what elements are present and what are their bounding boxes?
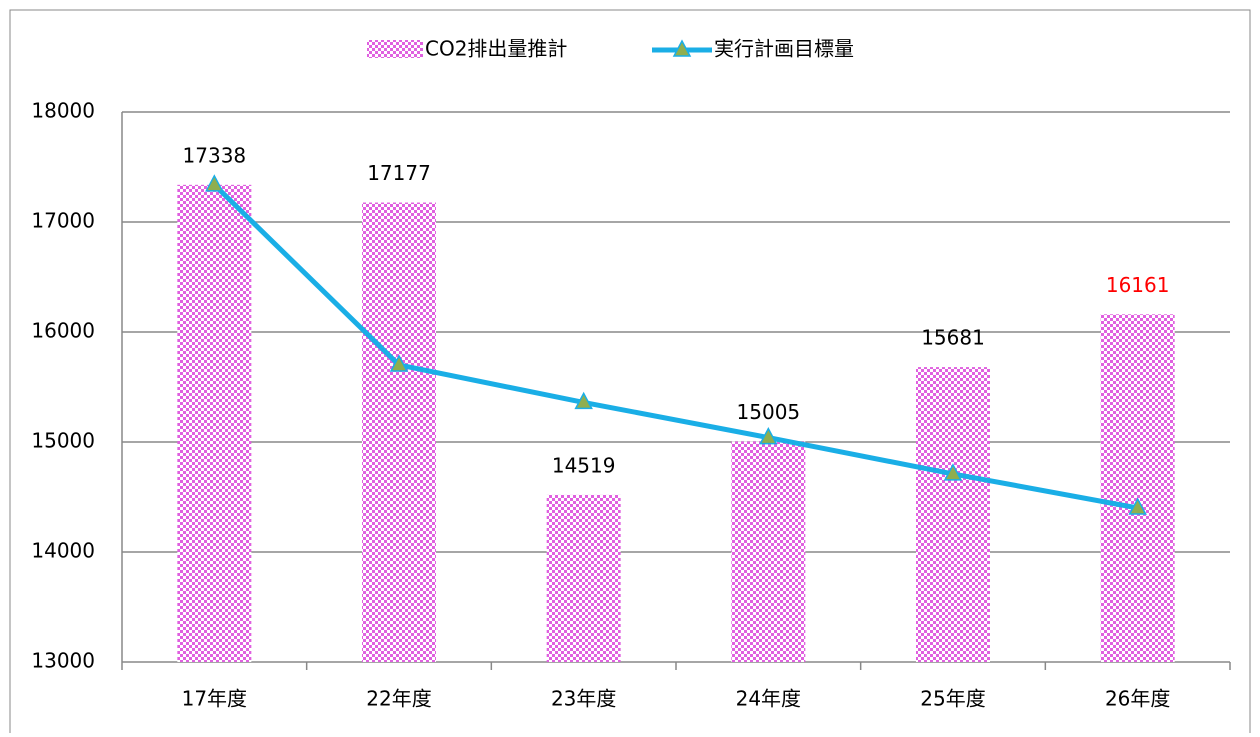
line-marker: [759, 427, 778, 445]
data-label: 16161: [1106, 273, 1170, 297]
y-tick-label: 13000: [31, 649, 95, 673]
data-label: 17338: [183, 143, 247, 167]
data-label: 15681: [921, 326, 985, 350]
bar: [177, 184, 252, 662]
legend-marker: [672, 39, 692, 57]
line-marker: [205, 174, 224, 192]
x-tick-label: 26年度: [1105, 687, 1170, 711]
line-marker: [943, 463, 963, 481]
bar: [546, 494, 621, 662]
x-tick-label: 24年度: [736, 687, 801, 711]
x-tick-label: 22年度: [366, 687, 431, 711]
y-tick-label: 15000: [31, 429, 95, 453]
y-tick-label: 18000: [31, 99, 95, 123]
bar: [916, 367, 990, 662]
x-tick-label: 25年度: [920, 687, 985, 711]
bar: [1100, 314, 1175, 662]
y-tick-label: 14000: [31, 539, 95, 563]
line-marker: [574, 391, 593, 410]
legend-label: CO2排出量推計: [425, 37, 567, 61]
line: [212, 183, 1139, 511]
legend-label: 実行計画目標量: [714, 37, 854, 61]
x-tick-label: 17年度: [182, 687, 247, 711]
line-marker: [1128, 497, 1147, 515]
y-tick-label: 16000: [31, 319, 95, 343]
data-label: 17177: [367, 161, 431, 185]
legend-swatch: [367, 40, 423, 58]
data-label: 15005: [737, 400, 801, 424]
line-marker: [389, 354, 409, 372]
bar: [731, 441, 806, 662]
y-tick-label: 17000: [31, 209, 95, 233]
x-tick-label: 23年度: [551, 687, 616, 711]
data-label: 14519: [552, 453, 616, 477]
bar: [362, 202, 436, 662]
